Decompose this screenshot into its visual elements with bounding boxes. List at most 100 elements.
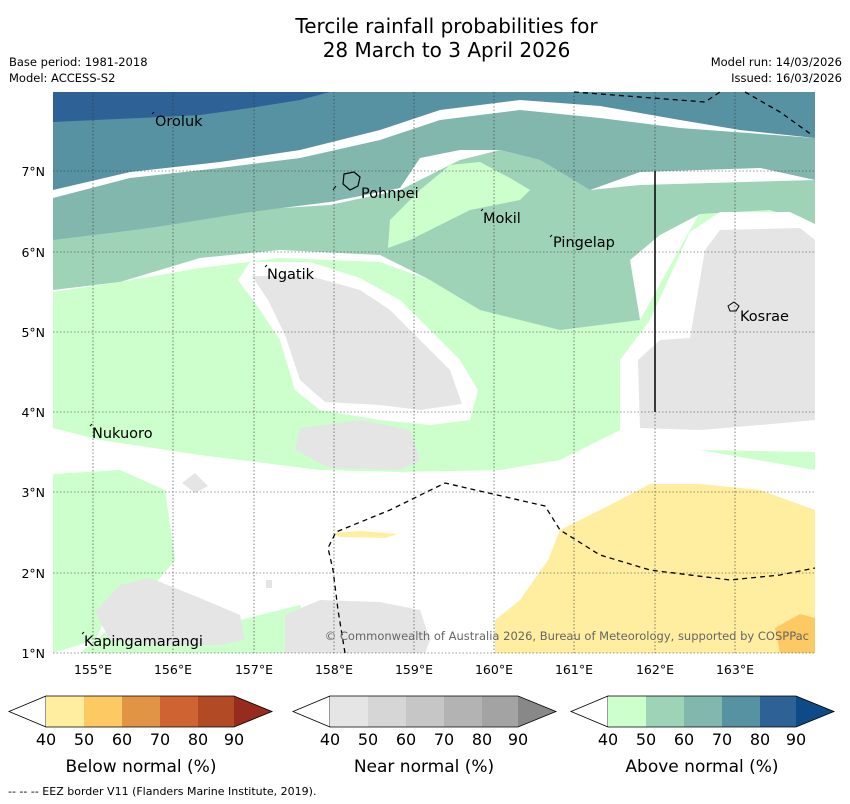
title-line-1: Tercile rainfall probabilities for [295,14,598,38]
model-run: Model run: 14/03/2026 [710,55,842,69]
lon-label-158: 158°E [315,662,353,677]
above-80-region [53,92,330,122]
below-tick-70: 70 [150,730,170,749]
below-50-region [775,614,815,653]
above-swatch-1 [646,696,684,727]
copyright-text: © Commonwealth of Australia 2026, Bureau… [325,629,809,643]
pohnpei-reef-mark [332,185,337,191]
meta-right: Model run: 14/03/2026 Issued: 16/03/2026 [711,54,842,86]
near-tick-50: 50 [358,730,378,749]
above-tick-70: 70 [712,730,732,749]
place-label-pingelap: Pingelap [553,235,615,251]
near-tick-60: 60 [396,730,416,749]
below-tick-90: 90 [224,730,244,749]
lon-label-162: 162°E [636,662,674,677]
below-swatch-3 [160,696,198,727]
near-swatch-1 [368,696,406,727]
above-70-region [53,92,815,190]
island-markers [81,111,553,635]
legend-above-normal: 40 50 60 70 80 90 Above normal (%) [569,695,836,777]
above-tick-50: 50 [636,730,656,749]
below-swatch-1 [84,696,122,727]
above-normal-label: Above normal (%) [625,757,778,777]
below-swatch-0 [46,696,84,727]
legend-below-normal: 40 50 60 70 80 90 Below normal (%) [7,695,274,777]
place-label-nukuoro: Nukuoro [92,426,153,442]
below-tick-50: 50 [74,730,94,749]
meta-left: Base period: 1981-2018 Model: ACCESS-S2 [9,54,148,86]
above-arrow-left [569,695,609,728]
latitude-labels: 7°N 6°N 5°N 4°N 3°N 2°N 1°N [21,164,45,661]
below-arrow-left [7,695,47,728]
above-tick-90: 90 [786,730,806,749]
near-tick-80: 80 [472,730,492,749]
place-label-mokil: Mokil [483,211,521,227]
near-normal-east [638,228,815,430]
base-period: Base period: 1981-2018 [9,55,148,69]
chart-title: Tercile rainfall probabilities for 28 Ma… [0,14,850,62]
near-tick-40: 40 [320,730,340,749]
lat-label-2: 2°N [21,566,45,581]
near-swatch-5 [518,696,556,727]
above-40-bump [388,162,530,248]
legend-near-normal: 40 50 60 70 80 90 Near normal (%) [291,695,558,777]
below-swatch-5 [234,696,272,727]
place-label-pohnpei: Pohnpei [361,186,419,202]
near-swatch-2 [406,696,444,727]
lat-label-7: 7°N [21,164,45,179]
near-swatch-4 [482,696,518,727]
above-swatch-3 [722,696,760,727]
below-ticks: 40 50 60 70 80 90 [36,730,244,749]
near-swatch-3 [444,696,482,727]
lat-label-5: 5°N [21,325,45,340]
model-name: Model: ACCESS-S2 [9,71,116,85]
lon-label-163: 163°E [716,662,754,677]
kosrae-island-icon [727,301,740,312]
below-swatch-2 [122,696,160,727]
eez-border-south [327,482,816,654]
near-normal-sw [95,578,245,645]
above-50-region [53,150,815,330]
title-line-2: 28 March to 3 April 2026 [322,38,571,62]
above-tick-80: 80 [750,730,770,749]
near-tick-70: 70 [434,730,454,749]
below-tick-80: 80 [188,730,208,749]
lat-label-4: 4°N [21,405,45,420]
eez-footnote: -- -- -- EEZ border V11 (Flanders Marine… [8,785,317,798]
lon-label-156: 156°E [154,662,192,677]
near-swatch-0 [330,696,368,727]
lon-label-160: 160°E [475,662,513,677]
lat-label-3: 3°N [21,485,45,500]
below-tick-40: 40 [36,730,56,749]
lon-label-157: 157°E [235,662,273,677]
below-normal-label: Below normal (%) [66,757,217,777]
near-normal-central-2 [295,420,420,470]
pohnpei-island-icon [342,171,361,191]
near-normal-s [285,600,430,653]
issued-date: Issued: 16/03/2026 [731,71,842,85]
lat-label-6: 6°N [21,245,45,260]
lon-label-155: 155°E [74,662,112,677]
below-tick-60: 60 [112,730,132,749]
lon-label-161: 161°E [555,662,593,677]
lat-label-1: 1°N [21,646,45,661]
lon-label-159: 159°E [395,662,433,677]
place-label-oroluk: Oroluk [155,114,203,130]
below-40-sliver [332,531,398,538]
near-tick-90: 90 [508,730,528,749]
near-arrow-left [291,695,331,728]
above-tick-60: 60 [674,730,694,749]
above-ticks: 40 50 60 70 80 90 [598,730,806,749]
below-swatch-4 [198,696,234,727]
near-normal-dot [266,580,272,588]
place-label-ngatik: Ngatik [267,267,315,283]
above-40-region-sw [53,470,175,653]
above-60-region [53,110,815,240]
eez-border-northeast [744,91,813,136]
near-normal-small [182,473,208,493]
above-tick-40: 40 [598,730,618,749]
above-swatch-0 [608,696,646,727]
eez-borders [327,91,816,654]
place-label-kosrae: Kosrae [740,309,789,325]
